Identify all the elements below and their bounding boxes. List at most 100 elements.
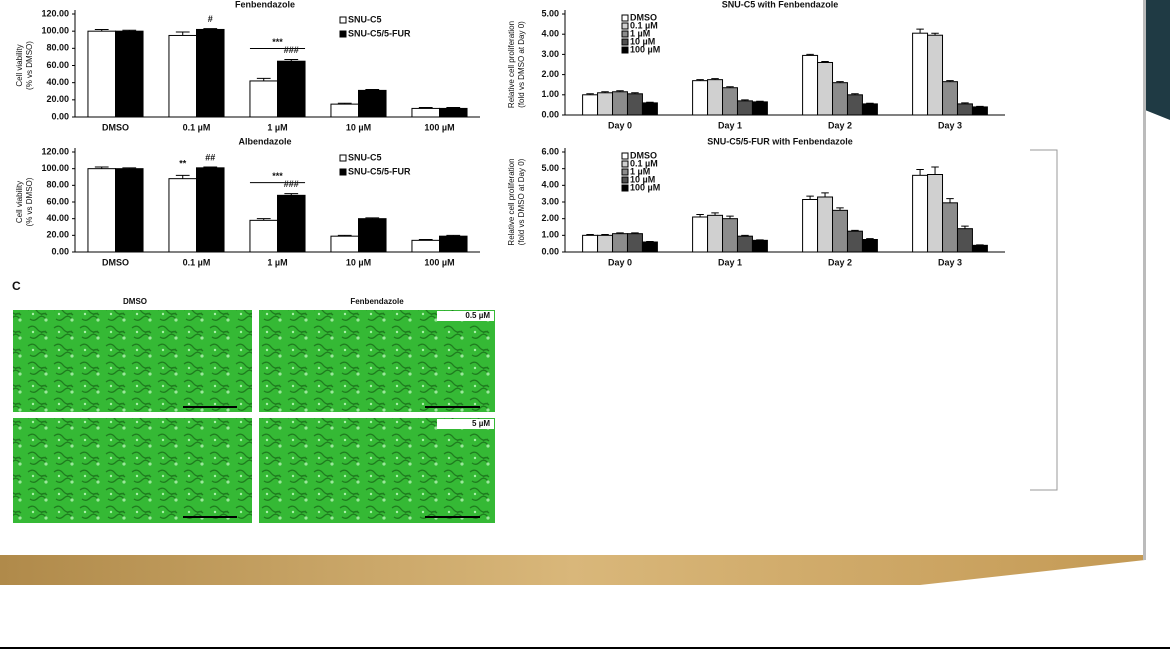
x-tick-label: 0.1 µM <box>183 257 211 267</box>
annotation: *** <box>272 37 283 47</box>
bar <box>582 94 599 116</box>
error-bar <box>94 166 109 169</box>
bar <box>330 235 359 253</box>
chart: SNU-C5 with Fenbendazole Relative cell pr… <box>507 0 1005 130</box>
bar <box>971 244 988 253</box>
y-tick-label: 1.00 <box>541 89 559 99</box>
y-tick-label: 5.00 <box>541 163 559 173</box>
legend-label: 0.1 µM <box>630 20 658 30</box>
legend-swatch <box>621 46 629 54</box>
error-bar <box>696 214 704 217</box>
y-tick-label: 3.00 <box>541 196 559 206</box>
x-tick-label: DMSO <box>102 122 129 132</box>
y-tick-label: 80.00 <box>46 43 69 53</box>
bar <box>832 209 848 253</box>
bar <box>802 54 819 116</box>
y-axis-label: Relative cell proliferation <box>507 158 516 245</box>
error-bar <box>741 234 749 237</box>
error-bar <box>203 166 218 168</box>
panel-c: C DMSO Fenbendazole 0.5 µM 5 µM <box>12 279 495 523</box>
y-tick-label: 1.00 <box>541 230 559 240</box>
y-tick-label: 20.00 <box>46 230 69 240</box>
x-tick-label: DMSO <box>102 257 129 267</box>
error-bar <box>122 29 137 32</box>
x-tick-label: Day 3 <box>938 257 962 267</box>
annotation: ### <box>284 45 299 55</box>
x-tick-label: 100 µM <box>424 122 454 132</box>
micrograph <box>13 310 252 412</box>
annotation: *** <box>272 171 283 181</box>
legend-swatch <box>621 176 629 184</box>
y-axis-label: (% vs DMSO) <box>25 177 34 226</box>
error-bar <box>94 28 109 32</box>
bar <box>87 30 116 118</box>
legend-label: 1 µM <box>630 28 650 38</box>
error-bar <box>418 107 433 109</box>
bracket <box>1030 149 1058 491</box>
error-bar <box>711 78 719 80</box>
error-bar <box>961 225 969 229</box>
bar <box>707 214 724 253</box>
legend-swatch <box>621 160 629 168</box>
error-bar <box>851 229 859 232</box>
error-bar <box>203 28 218 30</box>
error-bar <box>446 107 461 109</box>
chart-title: SNU-C5/5-FUR with Fenbendazole <box>707 136 853 146</box>
y-tick-label: 2.00 <box>541 213 559 223</box>
error-bar <box>337 102 352 105</box>
y-tick-label: 40.00 <box>46 77 69 87</box>
legend-label: SNU-C5 <box>348 152 382 162</box>
error-bar <box>931 166 939 175</box>
bar <box>956 103 973 116</box>
y-axis-label: Cell viability <box>15 181 24 223</box>
legend-label: 1 µM <box>630 166 650 176</box>
x-tick-label: Day 1 <box>718 120 742 130</box>
bar <box>168 34 198 118</box>
bar <box>846 94 863 116</box>
column-title: DMSO <box>123 297 147 306</box>
x-tick-label: Day 3 <box>938 120 962 130</box>
bar <box>626 233 643 253</box>
bar <box>692 216 709 253</box>
error-bar <box>256 218 271 221</box>
error-bar <box>601 234 609 236</box>
chart: Fenbendazole Cell viability (% vs DMSO) 0.0… <box>15 0 480 132</box>
error-bar <box>696 79 704 81</box>
inset-box <box>437 311 494 321</box>
legend-swatch <box>621 152 629 160</box>
bar <box>358 218 387 253</box>
bar <box>912 174 929 253</box>
bar <box>411 239 440 253</box>
error-bar <box>256 77 271 81</box>
error-bar <box>836 207 844 211</box>
bar <box>751 101 768 116</box>
y-tick-label: 3.00 <box>541 49 559 59</box>
bar <box>846 230 863 253</box>
bar <box>597 92 614 116</box>
bar <box>722 87 738 116</box>
error-bar <box>726 215 734 219</box>
error-bar <box>365 89 380 91</box>
y-axis-label: Cell viability <box>15 44 24 86</box>
x-tick-label: Day 2 <box>828 257 852 267</box>
bar <box>736 235 753 253</box>
y-tick-label: 100.00 <box>41 163 69 173</box>
error-bar <box>365 217 380 219</box>
error-bar <box>337 234 352 237</box>
bar <box>411 107 440 118</box>
bar <box>751 239 768 253</box>
error-bar <box>851 93 859 95</box>
legend-label: SNU-C5/5-FUR <box>348 166 411 176</box>
y-tick-label: 40.00 <box>46 213 69 223</box>
y-tick-label: 5.00 <box>541 8 559 18</box>
legend-swatch <box>621 38 629 46</box>
y-tick-label: 0.00 <box>51 111 69 121</box>
y-tick-label: 80.00 <box>46 180 69 190</box>
y-axis-label: (fold vs DMSO at Day 0) <box>517 21 526 108</box>
bar <box>249 80 279 118</box>
y-tick-label: 6.00 <box>541 146 559 156</box>
x-tick-label: 0.1 µM <box>183 122 211 132</box>
error-bar <box>175 174 190 179</box>
